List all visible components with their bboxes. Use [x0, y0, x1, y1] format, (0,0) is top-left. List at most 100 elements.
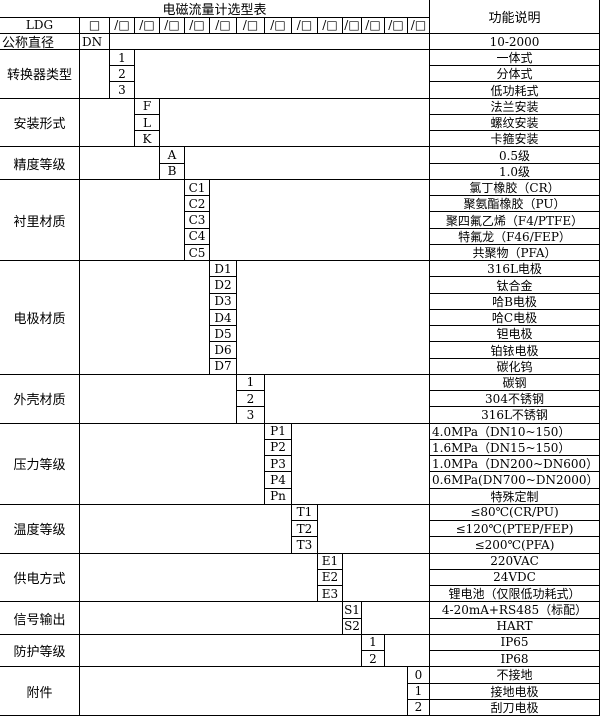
option-description: 钽电极: [430, 326, 600, 343]
option-description: 220VAC: [430, 553, 600, 570]
group-label: 供电方式: [0, 553, 80, 603]
option-description: ≤200℃(PFA): [430, 537, 600, 554]
option-description: 316L电极: [430, 261, 600, 278]
option-code: D5: [210, 326, 237, 343]
option-description: 聚四氟乙烯（F4/PTFE）: [430, 212, 600, 229]
nominal-diameter-code: DN: [80, 34, 110, 50]
blank-cell: [160, 98, 430, 148]
option-description: 特殊定制: [430, 488, 600, 505]
option-code: Pn: [265, 488, 292, 505]
option-description: 1.6MPa（DN15~150）: [430, 439, 600, 457]
group-label: 温度等级: [0, 504, 80, 554]
group-label: 外壳材质: [0, 374, 80, 424]
option-description: 0.6MPa(DN700~DN2000）: [430, 472, 600, 489]
option-code: K: [135, 131, 160, 148]
blank-cell: [237, 261, 430, 375]
option-description: 0.5级: [430, 147, 600, 164]
option-description: 刮刀电极: [430, 699, 600, 716]
option-description: 304不锈钢: [430, 391, 600, 408]
option-code: 2: [237, 391, 265, 408]
group-label: 精度等级: [0, 147, 80, 180]
blank-cell: [80, 98, 135, 148]
option-code: C2: [185, 196, 210, 213]
option-description: ≤80℃(CR/PU): [430, 504, 600, 522]
blank-cell: [385, 634, 430, 668]
option-code: L: [135, 114, 160, 132]
option-slot: /□: [343, 17, 362, 34]
option-description: IP65: [430, 634, 600, 651]
option-description: 哈B电极: [430, 293, 600, 310]
option-code: S2: [343, 618, 362, 635]
option-code: D6: [210, 342, 237, 359]
option-description: 卡箍安装: [430, 131, 600, 148]
group-label: 信号输出: [0, 602, 80, 635]
option-description: 1.0级: [430, 163, 600, 180]
option-code: C4: [185, 228, 210, 245]
blank-cell: [80, 261, 210, 375]
group-label: 压力等级: [0, 423, 80, 505]
option-code: D4: [210, 309, 237, 327]
option-code: 3: [237, 407, 265, 424]
option-code: D2: [210, 277, 237, 294]
option-code: 1: [362, 634, 385, 651]
option-code: A: [160, 147, 185, 164]
group-label: 转换器类型: [0, 50, 80, 99]
option-code: T1: [292, 504, 318, 522]
option-slot: /□: [292, 17, 318, 34]
option-description: 一体式: [430, 50, 600, 67]
group-label: 防护等级: [0, 634, 80, 668]
blank-cell: [343, 553, 430, 603]
option-code: E2: [318, 569, 343, 587]
option-description: 聚氨酯橡胶（PU）: [430, 196, 600, 213]
option-description: 共聚物（PFA）: [430, 244, 600, 262]
table-title: 电磁流量计选型表: [0, 0, 430, 18]
function-header: 功能说明: [430, 0, 600, 34]
option-description: 24VDC: [430, 569, 600, 587]
option-code: C3: [185, 212, 210, 229]
option-description: 螺纹安装: [430, 114, 600, 132]
blank-cell: [80, 504, 292, 554]
option-slot: /□: [110, 17, 135, 34]
blank-cell: [185, 147, 430, 180]
option-code: E3: [318, 586, 343, 603]
option-slot: /□: [135, 17, 160, 34]
option-description: 氯丁橡胶（CR）: [430, 179, 600, 197]
blank-cell: [265, 374, 430, 424]
option-slot: /□: [210, 17, 237, 34]
option-description: HART: [430, 618, 600, 635]
option-slot: /□: [362, 17, 385, 34]
option-code: C1: [185, 179, 210, 197]
option-description: IP68: [430, 651, 600, 668]
option-code: C5: [185, 244, 210, 262]
option-code: D3: [210, 293, 237, 310]
blank-cell: [80, 374, 237, 424]
option-code: 1: [408, 683, 430, 700]
option-code: 2: [408, 699, 430, 716]
option-code: P2: [265, 439, 292, 457]
group-label: 安装形式: [0, 98, 80, 148]
blank-cell: [80, 667, 408, 716]
model-code: LDG: [0, 17, 80, 34]
option-slot: /□: [408, 17, 430, 34]
group-label: 附件: [0, 667, 80, 716]
nominal-diameter-desc: 10-2000: [430, 34, 600, 50]
option-code: D7: [210, 358, 237, 375]
option-code: 3: [110, 82, 135, 99]
option-code: 1: [237, 374, 265, 392]
option-code: T3: [292, 537, 318, 554]
option-description: 铂铱电极: [430, 342, 600, 359]
option-code: 0: [408, 667, 430, 684]
option-description: ≤120℃(PTEP/FEP): [430, 521, 600, 538]
option-description: 4.0MPa（DN10~150）: [430, 423, 600, 440]
option-code: F: [135, 98, 160, 115]
blank-cell: [80, 179, 185, 262]
nominal-diameter-label: 公称直径: [0, 34, 80, 50]
option-code: T2: [292, 521, 318, 538]
option-slot: /□: [265, 17, 292, 34]
option-description: 特氟龙（F46/FEP）: [430, 228, 600, 245]
option-code: E1: [318, 553, 343, 570]
blank-cell: [110, 34, 430, 50]
model-slot: □: [80, 17, 110, 34]
option-description: 碳钢: [430, 374, 600, 392]
option-description: 法兰安装: [430, 98, 600, 115]
